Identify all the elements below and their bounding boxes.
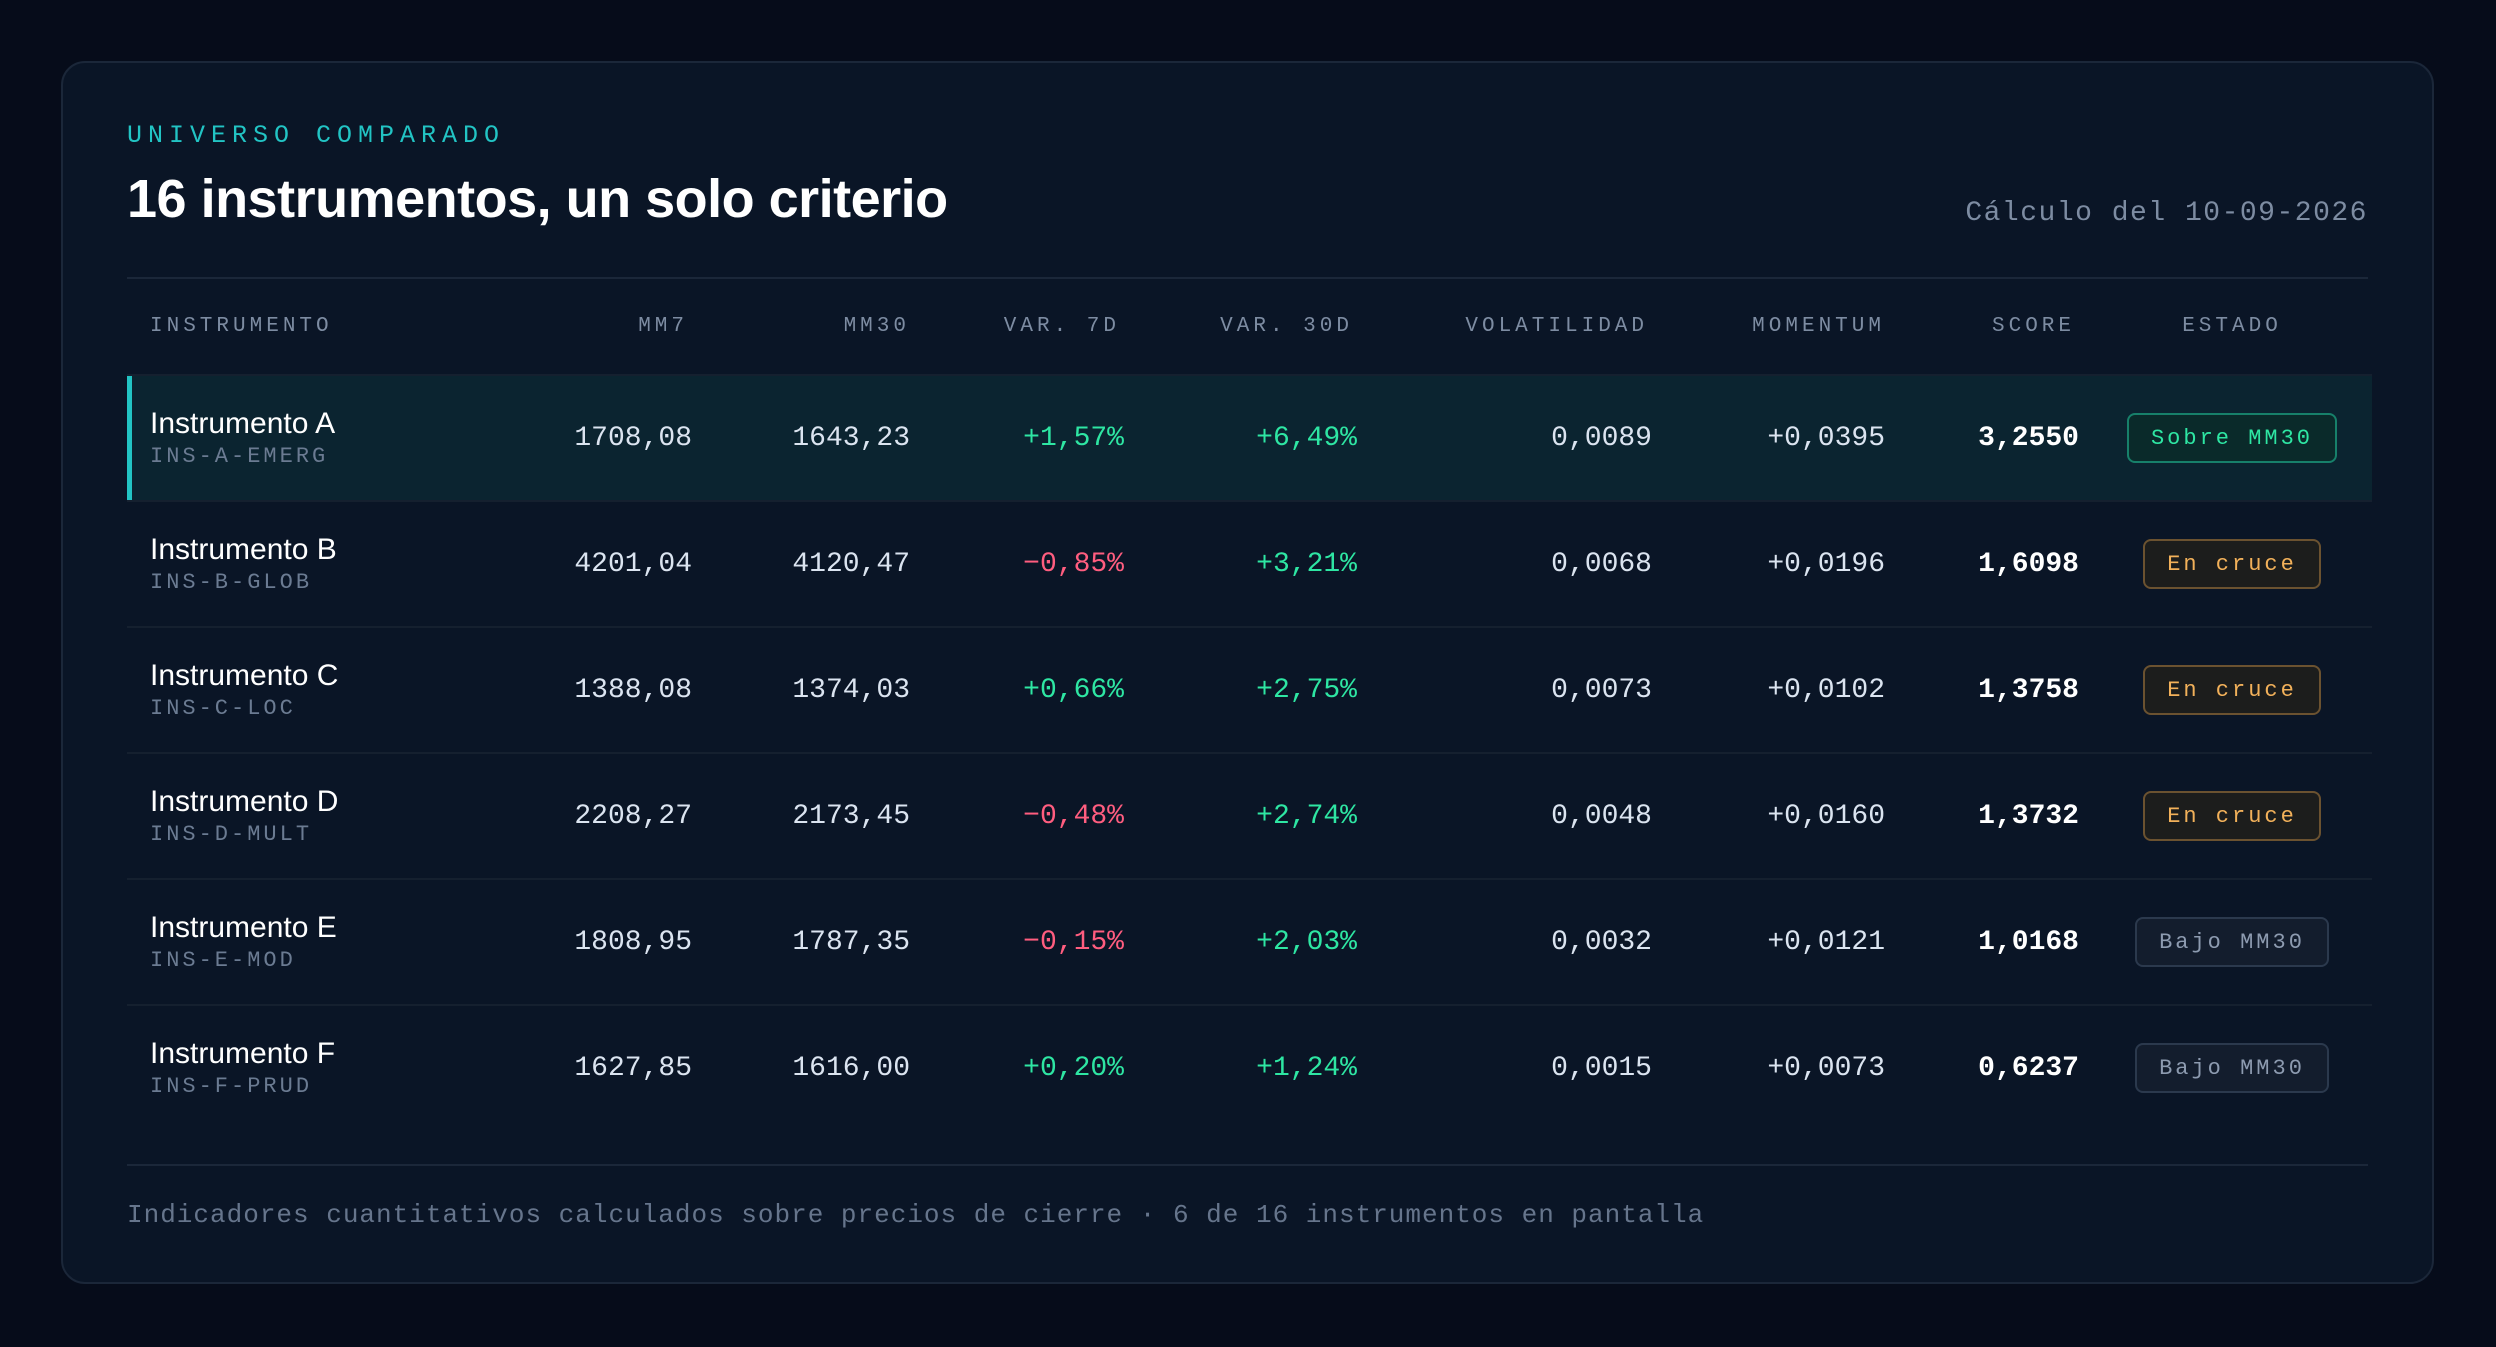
mm30-value: 1787,35 bbox=[792, 926, 910, 958]
instrument-code: INS-A-EMERG bbox=[150, 444, 329, 469]
score-value: 1,6098 bbox=[1978, 548, 2079, 580]
momentum-value: +0,0196 bbox=[1767, 548, 1885, 580]
mm30-value: 1374,03 bbox=[792, 674, 910, 706]
status-badge: Bajo MM30 bbox=[2135, 1043, 2329, 1093]
status-badge: En cruce bbox=[2143, 539, 2321, 589]
var-7d-value: −0,85% bbox=[1023, 548, 1124, 580]
volatility-value: 0,0015 bbox=[1551, 1052, 1652, 1084]
instrument-name: Instrumento C bbox=[150, 659, 339, 692]
var-30d-value: +6,49% bbox=[1256, 422, 1357, 454]
var-7d-value: −0,15% bbox=[1023, 926, 1124, 958]
column-header-score: SCORE bbox=[1991, 314, 2075, 338]
column-header-volatilidad: VOLATILIDAD bbox=[1465, 314, 1648, 338]
instruments-table: INSTRUMENTO MM7 MM30 VAR. 7D VAR. 30D VO… bbox=[127, 278, 2372, 1130]
status-badge: Bajo MM30 bbox=[2135, 917, 2329, 967]
score-value: 1,3758 bbox=[1978, 674, 2079, 706]
calculation-date: Cálculo del 10-09-2026 bbox=[1965, 198, 2368, 229]
var-7d-value: +1,57% bbox=[1023, 422, 1124, 454]
mm30-value: 1643,23 bbox=[792, 422, 910, 454]
volatility-value: 0,0089 bbox=[1551, 422, 1652, 454]
var-30d-value: +2,75% bbox=[1256, 674, 1357, 706]
var-30d-value: +2,03% bbox=[1256, 926, 1357, 958]
column-header-mm30: MM30 bbox=[843, 314, 910, 338]
mm7-value: 1708,08 bbox=[574, 422, 692, 454]
table-row[interactable]: Instrumento A INS-A-EMERG 1708,08 1643,2… bbox=[127, 376, 2372, 502]
momentum-value: +0,0102 bbox=[1767, 674, 1885, 706]
momentum-value: +0,0160 bbox=[1767, 800, 1885, 832]
column-header-momentum: MOMENTUM bbox=[1752, 314, 1885, 338]
mm7-value: 1808,95 bbox=[574, 926, 692, 958]
column-header-var-30d: VAR. 30D bbox=[1220, 314, 1353, 338]
instrument-name: Instrumento D bbox=[150, 785, 339, 818]
momentum-value: +0,0121 bbox=[1767, 926, 1885, 958]
column-header-estado: ESTADO bbox=[2182, 314, 2282, 338]
mm30-value: 4120,47 bbox=[792, 548, 910, 580]
mm30-value: 1616,00 bbox=[792, 1052, 910, 1084]
footer-note: Indicadores cuantitativos calculados sob… bbox=[127, 1200, 1705, 1230]
momentum-value: +0,0073 bbox=[1767, 1052, 1885, 1084]
volatility-value: 0,0032 bbox=[1551, 926, 1652, 958]
instrument-code: INS-F-PRUD bbox=[150, 1074, 313, 1099]
status-badge: En cruce bbox=[2143, 665, 2321, 715]
instrument-code: INS-C-LOC bbox=[150, 696, 296, 721]
header-divider bbox=[127, 277, 2368, 279]
table-row[interactable]: Instrumento D INS-D-MULT 2208,27 2173,45… bbox=[127, 754, 2372, 880]
mm30-value: 2173,45 bbox=[792, 800, 910, 832]
var-30d-value: +1,24% bbox=[1256, 1052, 1357, 1084]
volatility-value: 0,0073 bbox=[1551, 674, 1652, 706]
table-row[interactable]: Instrumento C INS-C-LOC 1388,08 1374,03 … bbox=[127, 628, 2372, 754]
instrument-name: Instrumento B bbox=[150, 533, 337, 566]
instrument-code: INS-D-MULT bbox=[150, 822, 313, 847]
column-header-instrumento: INSTRUMENTO bbox=[150, 314, 333, 338]
section-eyebrow: UNIVERSO COMPARADO bbox=[127, 121, 506, 150]
var-30d-value: +2,74% bbox=[1256, 800, 1357, 832]
var-7d-value: −0,48% bbox=[1023, 800, 1124, 832]
status-badge: Sobre MM30 bbox=[2126, 413, 2338, 463]
page-title: 16 instrumentos, un solo criterio bbox=[127, 169, 948, 229]
momentum-value: +0,0395 bbox=[1767, 422, 1885, 454]
column-header-var-7d: VAR. 7D bbox=[1003, 314, 1120, 338]
instrument-name: Instrumento E bbox=[150, 911, 337, 944]
volatility-value: 0,0068 bbox=[1551, 548, 1652, 580]
mm7-value: 1388,08 bbox=[574, 674, 692, 706]
status-badge: En cruce bbox=[2143, 791, 2321, 841]
instrument-code: INS-B-GLOB bbox=[150, 570, 313, 595]
score-value: 0,6237 bbox=[1978, 1052, 2079, 1084]
var-30d-value: +3,21% bbox=[1256, 548, 1357, 580]
selected-row-indicator bbox=[127, 376, 132, 500]
instrument-name: Instrumento F bbox=[150, 1037, 336, 1070]
instrument-name: Instrumento A bbox=[150, 407, 336, 440]
table-row[interactable]: Instrumento F INS-F-PRUD 1627,85 1616,00… bbox=[127, 1006, 2372, 1130]
score-value: 1,3732 bbox=[1978, 800, 2079, 832]
instrument-code: INS-E-MOD bbox=[150, 948, 296, 973]
volatility-value: 0,0048 bbox=[1551, 800, 1652, 832]
column-header-mm7: MM7 bbox=[638, 314, 688, 338]
var-7d-value: +0,20% bbox=[1023, 1052, 1124, 1084]
mm7-value: 2208,27 bbox=[574, 800, 692, 832]
comparison-card: UNIVERSO COMPARADO 16 instrumentos, un s… bbox=[61, 61, 2434, 1284]
table-row[interactable]: Instrumento E INS-E-MOD 1808,95 1787,35 … bbox=[127, 880, 2372, 1006]
mm7-value: 4201,04 bbox=[574, 548, 692, 580]
table-header-row: INSTRUMENTO MM7 MM30 VAR. 7D VAR. 30D VO… bbox=[127, 278, 2372, 376]
table-row[interactable]: Instrumento B INS-B-GLOB 4201,04 4120,47… bbox=[127, 502, 2372, 628]
var-7d-value: +0,66% bbox=[1023, 674, 1124, 706]
score-value: 1,0168 bbox=[1978, 926, 2079, 958]
mm7-value: 1627,85 bbox=[574, 1052, 692, 1084]
footer-divider bbox=[127, 1164, 2368, 1166]
score-value: 3,2550 bbox=[1978, 422, 2079, 454]
